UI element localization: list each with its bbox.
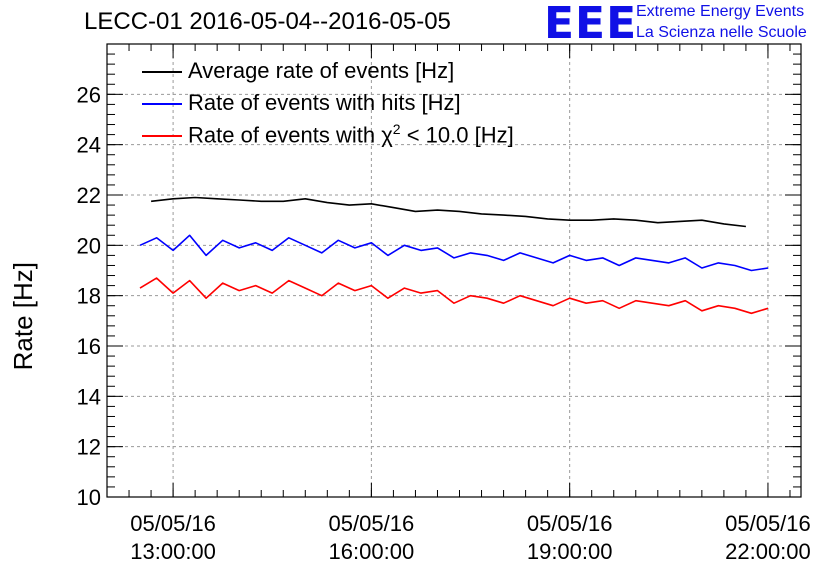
- chart-title: LECC-01 2016-05-04--2016-05-05: [84, 8, 451, 35]
- y-tick-label: 16: [77, 334, 101, 359]
- y-tick-label: 20: [77, 233, 101, 258]
- series-line-1: [151, 196, 746, 228]
- grid-lines: [107, 44, 801, 497]
- y-axis-label: Rate [Hz]: [8, 262, 38, 371]
- y-tick-label: 22: [77, 183, 101, 208]
- x-tick-time: 13:00:00: [130, 539, 216, 564]
- x-tick-labels: 05/05/16 13:00:00 05/05/16 16:00:00 05/05/16…: [130, 511, 810, 564]
- axis-ticks: [106, 43, 801, 498]
- y-tick-label: 24: [77, 133, 101, 158]
- y-tick-label: 10: [77, 485, 101, 510]
- y-axis-label-wrap: Rate [Hz]: [2, 262, 42, 370]
- series-group: [139, 196, 769, 315]
- x-tick-date: 05/05/16: [527, 511, 613, 536]
- legend-swatch-chi2: [142, 135, 182, 137]
- series-line-3: [139, 277, 769, 315]
- x-tick-time: 16:00:00: [329, 539, 415, 564]
- logo-subtitle-2: La Scienza nelle Scuole: [636, 24, 807, 41]
- eee-logo: EEE: [544, 0, 638, 49]
- legend-item-chi2: Rate of events with χ2 < 10.0 [Hz]: [188, 121, 514, 148]
- x-tick-time: 22:00:00: [725, 539, 811, 564]
- series-line-2: [139, 234, 769, 272]
- x-tick-time: 19:00:00: [527, 539, 613, 564]
- x-tick-date: 05/05/16: [130, 511, 216, 536]
- y-tick-label: 26: [77, 82, 101, 107]
- legend-chi2-suffix: < 10.0 [Hz]: [400, 122, 514, 148]
- y-tick-labels: 10 12 14 16 18 20 22 24 26: [77, 82, 101, 510]
- y-tick-label: 12: [77, 435, 101, 460]
- x-tick-date: 05/05/16: [725, 511, 811, 536]
- y-tick-label: 14: [77, 384, 101, 409]
- plot-frame: [106, 43, 802, 498]
- legend-chi2-prefix: Rate of events with: [188, 122, 382, 148]
- legend-swatch-hits: [142, 103, 182, 105]
- logo-subtitle-1: Extreme Energy Events: [636, 3, 805, 20]
- legend-item-hits: Rate of events with hits [Hz]: [188, 90, 461, 115]
- legend-item-average: Average rate of events [Hz]: [188, 58, 455, 83]
- legend-chi2-sup: 2: [392, 121, 401, 137]
- x-tick-date: 05/05/16: [329, 511, 415, 536]
- legend-chi2-symbol: χ: [381, 122, 393, 148]
- y-tick-label: 18: [77, 284, 101, 309]
- legend-swatch-average: [142, 71, 182, 73]
